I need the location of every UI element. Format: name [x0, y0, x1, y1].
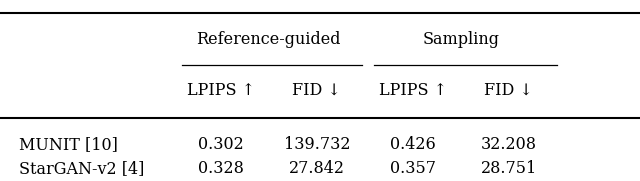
- Text: 28.751: 28.751: [481, 160, 537, 177]
- Text: LPIPS ↑: LPIPS ↑: [379, 82, 447, 99]
- Text: Reference-guided: Reference-guided: [196, 31, 341, 48]
- Text: MUNIT [10]: MUNIT [10]: [19, 136, 118, 153]
- Text: LPIPS ↑: LPIPS ↑: [187, 82, 255, 99]
- Text: 32.208: 32.208: [481, 136, 537, 153]
- Text: Sampling: Sampling: [422, 31, 499, 48]
- Text: FID ↓: FID ↓: [484, 82, 533, 99]
- Text: 0.426: 0.426: [390, 136, 436, 153]
- Text: FID ↓: FID ↓: [292, 82, 341, 99]
- Text: 139.732: 139.732: [284, 136, 350, 153]
- Text: 0.328: 0.328: [198, 160, 244, 177]
- Text: 0.357: 0.357: [390, 160, 436, 177]
- Text: StarGAN-v2 [4]: StarGAN-v2 [4]: [19, 160, 145, 177]
- Text: 0.302: 0.302: [198, 136, 244, 153]
- Text: 27.842: 27.842: [289, 160, 345, 177]
